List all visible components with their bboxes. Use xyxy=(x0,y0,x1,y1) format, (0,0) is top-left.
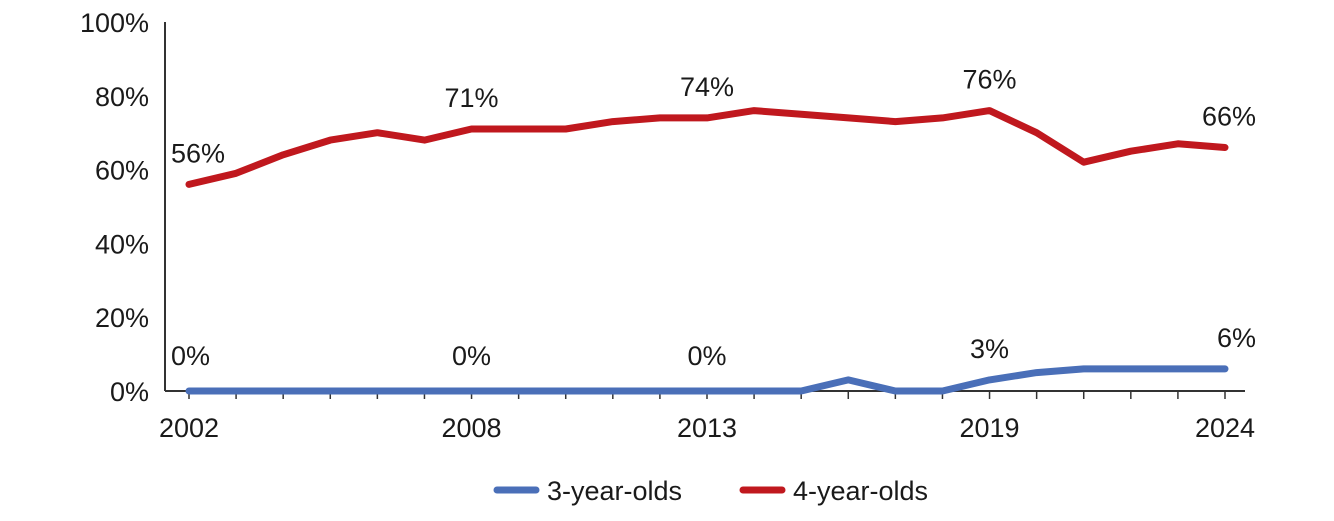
chart-axes: 0% 20% 40% 60% 80% 100% 2002 2008 2013 2019 2024 xyxy=(80,8,1255,443)
series-lines xyxy=(185,107,1229,395)
data-label: 3% xyxy=(970,334,1009,364)
data-label: 56% xyxy=(171,138,225,168)
x-tick-label: 2008 xyxy=(442,413,502,443)
data-label: 74% xyxy=(680,72,734,102)
x-tick-label: 2002 xyxy=(159,413,219,443)
series-line-four-year-olds xyxy=(185,107,1229,188)
legend-label: 3-year-olds xyxy=(547,476,682,506)
data-label: 0% xyxy=(687,341,726,371)
x-tick-label: 2019 xyxy=(960,413,1020,443)
series-line-three-year-olds xyxy=(185,365,1229,395)
y-tick-label: 100% xyxy=(80,8,149,38)
data-label: 0% xyxy=(171,341,210,371)
y-tick-label: 20% xyxy=(95,303,149,333)
data-label: 66% xyxy=(1202,101,1256,131)
y-tick-label: 80% xyxy=(95,82,149,112)
y-tick-label: 60% xyxy=(95,156,149,186)
x-tick-label: 2013 xyxy=(677,413,737,443)
data-label: 71% xyxy=(445,83,499,113)
x-tick-label: 2024 xyxy=(1195,413,1255,443)
y-tick-label: 40% xyxy=(95,229,149,259)
y-tick-label: 0% xyxy=(110,377,149,407)
data-label: 0% xyxy=(452,341,491,371)
data-label: 76% xyxy=(963,65,1017,95)
data-labels: 0% 0% 0% 3% 6% 56% 71% 74% 76% 66% xyxy=(171,65,1256,371)
legend-label: 4-year-olds xyxy=(793,476,928,506)
legend: 3-year-olds 4-year-olds xyxy=(493,476,928,506)
data-label: 6% xyxy=(1217,323,1256,353)
